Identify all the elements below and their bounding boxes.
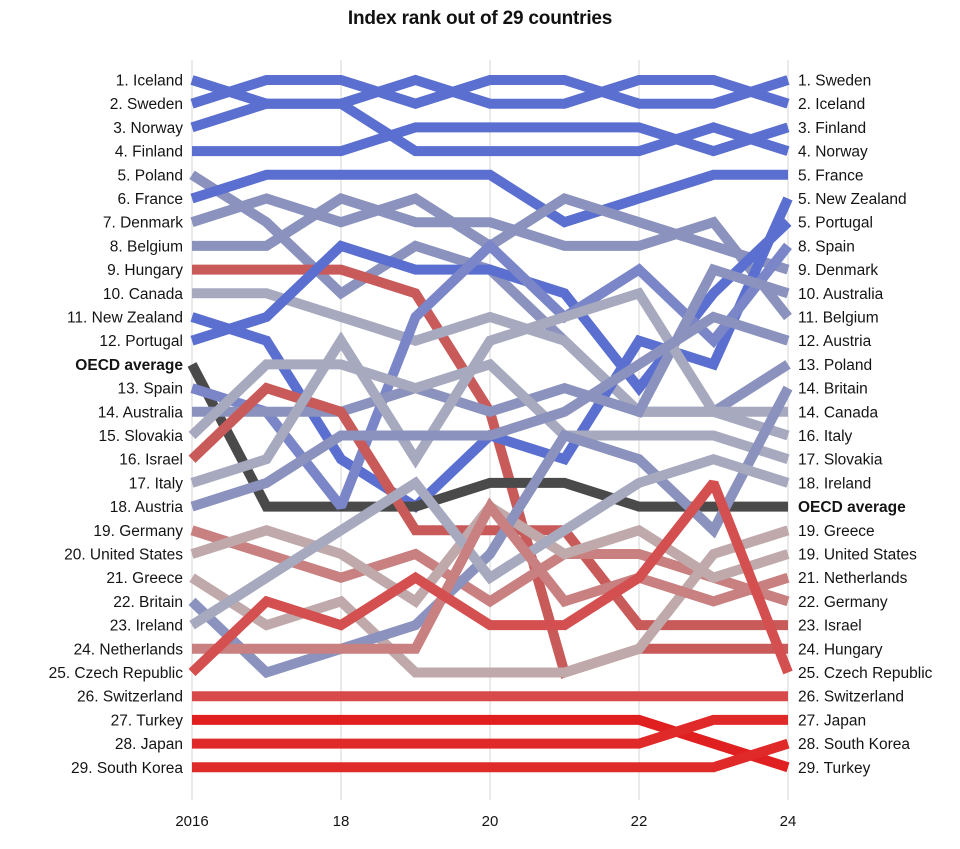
right-rank-label: OECD average: [798, 499, 906, 516]
left-rank-label: 1. Iceland: [116, 73, 183, 90]
left-rank-label: 23. Ireland: [110, 618, 183, 635]
x-tick-label: 18: [333, 813, 350, 830]
right-rank-label: 27. Japan: [798, 712, 866, 729]
right-rank-label: 14. Canada: [798, 404, 879, 421]
right-rank-label: 3. Finland: [798, 120, 866, 137]
left-rank-label: 4. Finland: [115, 144, 183, 161]
right-rank-label: 5. France: [798, 167, 863, 184]
left-rank-label: 3. Norway: [113, 120, 183, 137]
left-rank-label: 2. Sweden: [110, 96, 183, 113]
series-line-netherlands: [192, 497, 790, 654]
series-line-slovakia: [188, 358, 790, 464]
right-rank-label: 16. Italy: [798, 428, 853, 445]
left-rank-label: 25. Czech Republic: [49, 665, 184, 682]
right-rank-label: 13. Poland: [798, 357, 872, 374]
left-rank-label: 26. Switzerland: [77, 689, 183, 706]
left-rank-label: 14. Australia: [98, 404, 184, 421]
right-rank-label: 1. Sweden: [798, 73, 871, 90]
right-rank-label: 26. Switzerland: [798, 689, 904, 706]
left-rank-label: 6. France: [118, 191, 183, 208]
left-rank-label: 5. Poland: [118, 167, 184, 184]
left-rank-label: 20. United States: [64, 547, 183, 564]
series-line-sweden: [190, 75, 790, 109]
left-rank-label: 17. Italy: [129, 475, 184, 492]
right-rank-label: 19. Greece: [798, 523, 875, 540]
left-rank-label: 11. New Zealand: [67, 310, 183, 327]
right-rank-label: 25. Czech Republic: [798, 665, 933, 682]
series-line-south-korea: [192, 738, 790, 773]
right-rank-label: 12. Austria: [798, 333, 872, 350]
left-rank-labels: 1. Iceland 2. Sweden 3. Norway 4. Finland 5.…: [49, 73, 184, 777]
x-axis: 2016 18 20 22 24: [175, 813, 796, 830]
x-tick-label: 24: [780, 813, 797, 830]
right-rank-label: 11. Belgium: [798, 310, 879, 327]
right-rank-label: 28. South Korea: [798, 736, 910, 753]
series-line-israel: [188, 382, 788, 631]
left-rank-label: 21. Greece: [106, 570, 183, 587]
left-rank-label: 13. Spain: [118, 381, 184, 398]
series-line-norway: [190, 98, 790, 157]
right-rank-label: 18. Ireland: [798, 475, 871, 492]
series-line-canada: [192, 288, 788, 417]
series-line-finland: [192, 122, 790, 157]
left-rank-label: 27. Turkey: [111, 712, 184, 729]
series-line-italy: [190, 287, 790, 488]
series-line-czech-republic: [188, 479, 793, 677]
left-rank-label: 10. Canada: [103, 286, 184, 303]
left-rank-label: 18. Austria: [110, 499, 184, 516]
left-rank-label: 16. Israel: [119, 452, 183, 469]
left-rank-label: 8. Belgium: [110, 238, 183, 255]
series-line-france: [190, 169, 788, 228]
right-rank-label: 9. Denmark: [798, 262, 878, 279]
right-rank-labels: 1. Sweden 2. Iceland 3. Finland 4. Norway 5.…: [798, 73, 933, 777]
chart-title: Index rank out of 29 countries: [347, 8, 613, 29]
right-rank-label: 8. Spain: [798, 238, 855, 255]
left-rank-label: 29. South Korea: [71, 760, 183, 777]
right-rank-label: 5. Portugal: [798, 215, 873, 232]
left-rank-label: 7. Denmark: [103, 215, 183, 232]
right-rank-label: 17. Slovakia: [798, 452, 883, 469]
right-rank-label: 14. Britain: [798, 381, 868, 398]
series-line-belgium: [192, 193, 792, 321]
right-rank-label: 5. New Zealand: [798, 191, 907, 208]
right-rank-label: 4. Norway: [798, 144, 868, 161]
series-line-greece: [189, 525, 790, 678]
left-rank-label: 24. Netherlands: [74, 641, 184, 658]
right-rank-label: 23. Israel: [798, 618, 862, 635]
left-rank-label: 15. Slovakia: [99, 428, 184, 445]
right-rank-label: 19. United States: [798, 547, 917, 564]
left-rank-label: 12. Portugal: [99, 333, 183, 350]
series-lines: [187, 74, 793, 773]
series-line-turkey: [192, 714, 790, 773]
x-tick-label: 22: [631, 813, 648, 830]
x-tick-label: 20: [482, 813, 499, 830]
right-rank-label: 24. Hungary: [798, 641, 883, 658]
left-rank-label: 22. Britain: [113, 594, 183, 611]
right-rank-label: 29. Turkey: [798, 760, 871, 777]
right-rank-label: 22. Germany: [798, 594, 888, 611]
series-line-austria: [190, 311, 790, 512]
left-rank-label: 19. Germany: [93, 523, 183, 540]
x-tick-label: 2016: [175, 813, 208, 830]
right-rank-label: 10. Australia: [798, 286, 884, 303]
right-rank-label: 21. Netherlands: [798, 570, 908, 587]
left-rank-label: OECD average: [75, 357, 183, 374]
right-rank-label: 2. Iceland: [798, 96, 865, 113]
series-line-japan: [192, 714, 788, 749]
left-rank-label: 28. Japan: [115, 736, 183, 753]
left-rank-label: 9. Hungary: [107, 262, 183, 279]
series-line-ireland: [189, 453, 790, 630]
